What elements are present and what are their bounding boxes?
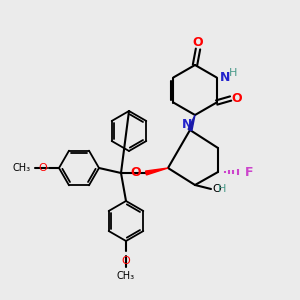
Polygon shape <box>146 168 168 175</box>
Text: O: O <box>122 256 130 266</box>
Text: CH₃: CH₃ <box>13 163 31 173</box>
Text: F: F <box>245 166 254 178</box>
Text: O: O <box>38 163 47 173</box>
Text: N: N <box>182 118 192 131</box>
Text: O: O <box>231 92 242 105</box>
Text: CH₃: CH₃ <box>117 271 135 281</box>
Text: H: H <box>218 184 226 194</box>
Text: N: N <box>220 71 230 84</box>
Text: H: H <box>229 68 237 77</box>
Text: O: O <box>193 35 203 49</box>
Text: O: O <box>212 184 221 194</box>
Text: O: O <box>130 167 141 179</box>
Polygon shape <box>188 115 195 130</box>
